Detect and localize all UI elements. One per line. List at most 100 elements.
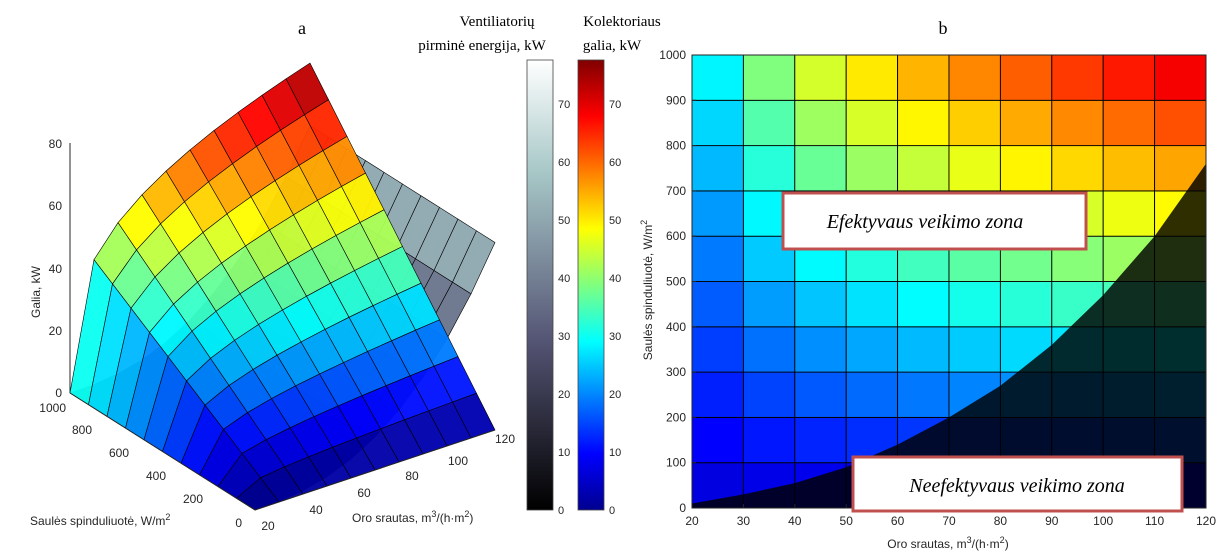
collector-cb-tick: 40 — [609, 273, 621, 285]
z-tick-label: 60 — [49, 199, 63, 213]
heatmap-cell — [742, 145, 796, 192]
x-axis-ticks: 20 30 40 50 60 70 80 90 100 110 120 — [685, 504, 1216, 528]
x-axis-label: Oro srautas, m3/(h·m2) — [352, 509, 473, 525]
y-tick-label: 0 — [235, 516, 242, 530]
x-tick-label: 120 — [495, 432, 515, 446]
z-axis-ticks: 0 20 40 60 80 — [49, 137, 63, 400]
effective-zone-box — [781, 191, 1088, 251]
panel-b-heatmap: 20 30 40 50 60 70 80 90 100 110 120 0 100 200 300 400 5… — [639, 48, 1216, 551]
fan-cb-tick: 40 — [558, 273, 570, 285]
fan-cb-tick: 0 — [558, 505, 564, 517]
ineffective-zone-label: Neefektyvaus veikimo zona — [908, 475, 1124, 497]
heatmap-cell — [691, 190, 744, 237]
heatmap-cell — [845, 54, 899, 101]
panel-label-a: a — [298, 18, 306, 38]
heatmap-cell — [845, 145, 899, 192]
y-tick-label: 1000 — [659, 48, 686, 62]
collector-colorbar-title-line2: galia, kW — [583, 38, 642, 54]
collector-cb-tick: 0 — [609, 505, 615, 517]
collector-cb-tick: 60 — [609, 157, 621, 169]
heatmap-cell — [1102, 145, 1156, 192]
effective-zone-callout: Efektyvaus veikimo zona — [781, 191, 1088, 251]
fan-cb-tick: 30 — [558, 331, 570, 343]
y-tick-label: 800 — [72, 423, 92, 437]
heatmap-cell — [794, 54, 847, 101]
z-tick-label: 20 — [49, 324, 63, 338]
heatmap-cell — [1051, 54, 1104, 101]
x-tick-label: 90 — [1045, 514, 1059, 528]
x-tick-label: 80 — [405, 469, 419, 483]
z-axis-label: Galia, kW — [29, 265, 43, 318]
y-tick-label: 100 — [666, 456, 686, 470]
heatmap-cell — [742, 99, 796, 147]
effective-zone-label: Efektyvaus veikimo zona — [826, 211, 1024, 233]
y-tick-label: 700 — [666, 184, 686, 198]
y-tick-label: 0 — [679, 501, 686, 515]
x-tick-label: 20 — [685, 514, 699, 528]
y-tick-label: 400 — [666, 320, 686, 334]
heatmap-cell — [999, 281, 1053, 328]
x-tick-label: 30 — [737, 514, 751, 528]
collector-power-colorbar: Kolektoriaus galia, kW 0 10 20 30 40 50 … — [577, 14, 661, 517]
y-tick-label: 600 — [109, 446, 129, 460]
heatmap-cell — [948, 145, 1001, 192]
collector-cb-tick: 70 — [609, 99, 621, 111]
heatmap-cell — [1102, 190, 1156, 237]
heatmap-cell — [845, 281, 899, 328]
heatmap-cell — [742, 416, 796, 464]
x-tick-label: 40 — [309, 503, 323, 517]
heatmap-cell — [794, 281, 847, 328]
heatmap-cell — [948, 326, 1001, 373]
fan-colorbar-gradient — [526, 59, 554, 511]
x-tick-label: 50 — [840, 514, 854, 528]
heatmap-cell — [742, 326, 796, 373]
heatmap-cell — [691, 235, 744, 282]
panel-a-surface-plot: 0 20 40 60 80 Galia, kW 0 200 400 600 80… — [29, 62, 515, 533]
heatmap-cell — [691, 326, 744, 373]
collector-cb-tick: 30 — [609, 331, 621, 343]
heatmap-cell — [948, 281, 1001, 328]
heatmap-cell — [691, 416, 744, 464]
collector-cb-tick: 50 — [609, 215, 621, 227]
heatmap-cell — [1102, 54, 1156, 101]
x-axis-line — [254, 429, 496, 511]
fan-colorbar-ticks: 0 10 20 30 40 50 60 70 — [558, 99, 570, 517]
heatmap-cell — [897, 99, 950, 147]
heatmap-cell — [742, 371, 796, 418]
heatmap-cell — [691, 371, 744, 418]
ineffective-zone-callout: Neefektyvaus veikimo zona — [851, 455, 1184, 513]
heatmap-cell — [948, 54, 1001, 101]
panel-label-b: b — [939, 18, 948, 38]
heatmap-cell — [897, 54, 950, 101]
y-tick-label: 500 — [666, 275, 686, 289]
heatmap-cell — [999, 145, 1053, 192]
heatmap-cell — [794, 326, 847, 373]
collector-cb-tick: 10 — [609, 447, 621, 459]
heatmap-cell — [742, 54, 796, 101]
heatmap-cell — [691, 99, 744, 147]
heatmap-cell — [845, 99, 899, 147]
heatmap-cell — [742, 281, 796, 328]
y-tick-label: 200 — [666, 410, 686, 424]
heatmap-cell — [794, 99, 847, 147]
heatmap-cell — [897, 326, 950, 373]
x-axis-label: Oro srautas, m3/(h·m2) — [887, 535, 1008, 551]
fan-cb-tick: 60 — [558, 157, 570, 169]
fan-cb-tick: 50 — [558, 215, 570, 227]
x-tick-label: 20 — [261, 519, 275, 533]
fan-cb-tick: 70 — [558, 99, 570, 111]
heatmap-cell — [897, 281, 950, 328]
x-tick-label: 60 — [357, 486, 371, 500]
heatmap-cell — [691, 54, 744, 101]
y-tick-label: 300 — [666, 365, 686, 379]
heatmap-cell — [794, 416, 847, 464]
y-tick-label: 600 — [666, 229, 686, 243]
heatmap-cell — [845, 371, 899, 418]
heatmap-cell — [1051, 145, 1104, 192]
ineffective-zone-shade — [692, 163, 1206, 508]
x-tick-label: 40 — [788, 514, 802, 528]
x-tick-label: 100 — [448, 454, 468, 468]
collector-colorbar-ticks: 0 10 20 30 40 50 60 70 — [609, 99, 621, 517]
x-tick-label: 80 — [994, 514, 1008, 528]
y-axis-label: Saulės spinduliuotė, W/m2 — [30, 512, 170, 528]
